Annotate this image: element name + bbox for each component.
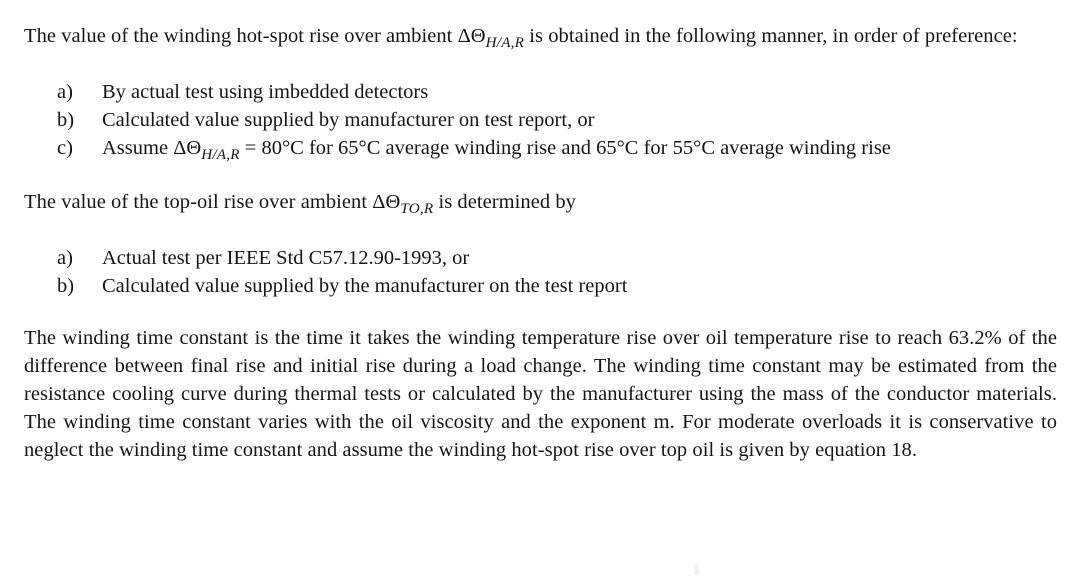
spacer	[24, 300, 1057, 324]
closing-paragraph: The winding time constant is the time it…	[24, 327, 1057, 461]
list-item-text: Actual test per IEEE Std C57.12.90-1993,…	[102, 247, 470, 269]
topoil-text-after: is determined by	[433, 191, 576, 213]
spacer	[24, 52, 1057, 78]
list-item-text: Calculated value supplied by the manufac…	[102, 275, 628, 297]
topoil-text-before: The value of the top-oil rise over ambie…	[24, 191, 373, 213]
delta-theta-base: ΔΘ	[372, 191, 401, 213]
delta-theta-subscript: H/A,R	[485, 34, 525, 52]
list-marker: b)	[57, 109, 75, 131]
list-item: b) Calculated value supplied by manufact…	[24, 106, 1057, 134]
list-item: a) By actual test using imbedded detecto…	[24, 78, 1057, 106]
list-item: b) Calculated value supplied by the manu…	[24, 272, 1057, 300]
delta-theta-to-r-symbol: ΔΘTO,R	[372, 191, 433, 217]
list-one: a) By actual test using imbedded detecto…	[24, 78, 1057, 164]
delta-theta-ha-r-symbol: ΔΘH/A,R	[457, 25, 525, 51]
scan-artifact	[694, 564, 699, 575]
list-item: c) Assume ΔΘH/A,R = 80°C for 65°C averag…	[24, 134, 1057, 164]
topoil-paragraph: The value of the top-oil rise over ambie…	[24, 188, 1057, 218]
intro-text-before: The value of the winding hot-spot rise o…	[24, 25, 458, 47]
delta-theta-subscript: H/A,R	[201, 146, 240, 164]
delta-theta-base: ΔΘ	[457, 25, 486, 47]
intro-paragraph: The value of the winding hot-spot rise o…	[24, 22, 1057, 52]
list-item-text: Assume ΔΘH/A,R = 80°C for 65°C average w…	[102, 134, 1057, 164]
spacer	[24, 218, 1057, 244]
delta-theta-base: ΔΘ	[173, 137, 202, 159]
spacer	[24, 164, 1057, 188]
list-item-text: By actual test using imbedded detectors	[102, 81, 429, 103]
list-marker: a)	[57, 247, 73, 269]
page-content: The value of the winding hot-spot rise o…	[24, 22, 1057, 464]
delta-theta-subscript: TO,R	[400, 200, 434, 218]
list-marker: a)	[57, 81, 73, 103]
list-marker: c)	[57, 137, 73, 159]
list-two: a) Actual test per IEEE Std C57.12.90-19…	[24, 244, 1057, 300]
delta-theta-ha-r-symbol: ΔΘH/A,R	[173, 137, 239, 163]
intro-text-after: is obtained in the following manner, in …	[524, 25, 1018, 47]
assume-suffix: = 80°C for 65°C average winding rise and…	[239, 137, 891, 159]
list-item-text: Calculated value supplied by manufacture…	[102, 109, 595, 131]
list-marker: b)	[57, 275, 75, 297]
list-item: a) Actual test per IEEE Std C57.12.90-19…	[24, 244, 1057, 272]
assume-prefix: Assume	[102, 137, 174, 159]
